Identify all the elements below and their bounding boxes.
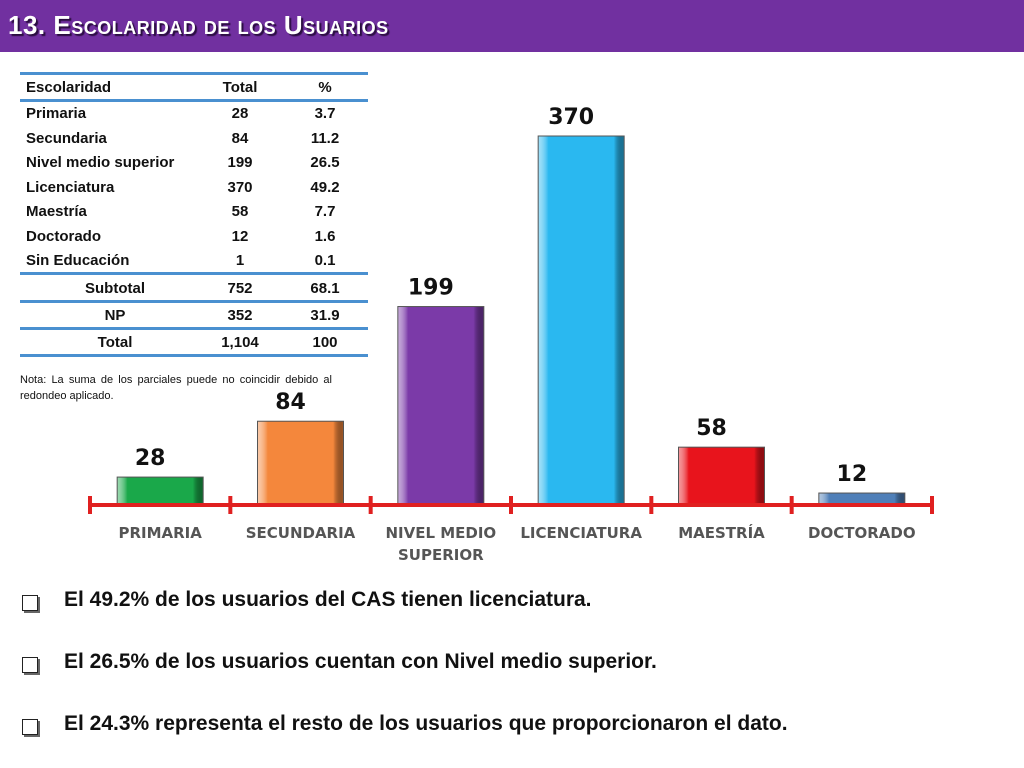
table-cell-total: 1 xyxy=(235,252,245,269)
table-rule-header xyxy=(20,99,368,102)
bullet-text: El 24.3% representa el resto de los usua… xyxy=(64,712,788,735)
table-cell-label: Doctorado xyxy=(26,228,101,245)
bar-value-label: 370 xyxy=(548,105,594,130)
table-cell-total: 370 xyxy=(227,179,253,196)
table-cell-label: Maestría xyxy=(26,203,87,220)
table-cell-percent: 26.5 xyxy=(310,154,340,171)
bullet-item: El 49.2% de los usuarios del CAS tienen … xyxy=(22,586,1012,622)
table-cell-percent: 49.2 xyxy=(310,179,340,196)
bullet-text: El 49.2% de los usuarios del CAS tienen … xyxy=(64,588,592,611)
checkbox-bullet-icon xyxy=(22,719,38,735)
category-tick-label: SECUNDARIA xyxy=(246,524,356,542)
table-header-row: Escolaridad Total % xyxy=(20,75,368,99)
table-cell-label: Licenciatura xyxy=(26,179,115,196)
bar-sheen-5 xyxy=(678,446,765,506)
table-summary-row: Total 1,104 100 xyxy=(20,330,368,354)
category-tick-label: DOCTORADO xyxy=(808,524,916,542)
bar-value-label: 28 xyxy=(135,446,166,471)
table-summary-row: NP 352 31.9 xyxy=(20,303,368,327)
table-cell-total: 352 xyxy=(227,307,253,324)
table-cell-percent: 31.9 xyxy=(310,307,340,324)
table-cell-total: 28 xyxy=(231,105,249,122)
table-header-total: Total xyxy=(222,79,258,96)
bullet-item: El 26.5% de los usuarios cuentan con Niv… xyxy=(22,648,1012,684)
table-cell-total: 752 xyxy=(227,280,253,297)
bar-sheen-4 xyxy=(537,135,625,506)
table-rule-body xyxy=(20,272,368,275)
table-header-percent: % xyxy=(318,79,332,96)
table-row: Nivel medio superior 199 26.5 xyxy=(20,150,368,174)
table-summary-row: Subtotal 752 68.1 xyxy=(20,276,368,300)
bullet-item: El 24.3% representa el resto de los usua… xyxy=(22,710,1012,746)
table-cell-total: 1,104 xyxy=(221,334,259,351)
table-cell-total: 12 xyxy=(231,228,249,245)
table-cell-label: Primaria xyxy=(26,105,87,122)
category-tick-label: PRIMARIA xyxy=(118,524,202,542)
category-tick-label: MAESTRÍA xyxy=(678,523,765,542)
bar-sheen-3 xyxy=(397,306,485,506)
escolaridad-bar-chart: 28 PRIMARIA 84 SECUNDARIA 199 NIVEL MEDIO SUPE… xyxy=(88,105,934,564)
page-title: 13. Escolaridad de los Usuarios xyxy=(8,10,389,40)
bar-value-label: 84 xyxy=(275,390,306,415)
bar-sheen-2 xyxy=(257,420,344,506)
table-cell-percent: 0.1 xyxy=(314,252,336,269)
table-cell-total: 58 xyxy=(231,203,249,220)
table-cell-total: 199 xyxy=(227,154,253,171)
table-row: Primaria 28 3.7 xyxy=(20,101,368,125)
table-cell-percent: 7.7 xyxy=(314,203,336,220)
table-header-escolaridad: Escolaridad xyxy=(26,79,112,96)
table-cell-percent: 1.6 xyxy=(314,228,336,245)
table-row: Licenciatura 370 49.2 xyxy=(20,175,368,199)
table-row: Maestría 58 7.7 xyxy=(20,199,368,223)
table-rule-np xyxy=(20,327,368,330)
table-rule-subtotal xyxy=(20,300,368,303)
bullet-text: El 26.5% de los usuarios cuentan con Niv… xyxy=(64,650,657,673)
category-tick-label: LICENCIATURA xyxy=(520,524,642,542)
checkbox-bullet-icon xyxy=(22,595,38,611)
table-cell-percent: 11.2 xyxy=(310,130,340,147)
table-cell-label: Subtotal xyxy=(85,280,145,297)
rounding-note: Nota: La suma de los parciales puede no … xyxy=(20,374,332,402)
category-tick-label: SUPERIOR xyxy=(398,546,484,564)
table-cell-label: Secundaria xyxy=(26,130,107,147)
table-cell-label: Nivel medio superior xyxy=(26,154,175,171)
table-row: Secundaria 84 11.2 xyxy=(20,126,368,150)
table-cell-percent: 3.7 xyxy=(314,105,336,122)
table-cell-label: Sin Educación xyxy=(26,252,130,269)
table-cell-percent: 68.1 xyxy=(310,280,340,297)
table-rule-bottom xyxy=(20,354,368,357)
table-row: Sin Educación 1 0.1 xyxy=(20,248,368,272)
table-row: Doctorado 12 1.6 xyxy=(20,224,368,248)
header-bar xyxy=(0,0,1024,52)
table-cell-label: NP xyxy=(104,307,126,324)
table-cell-total: 84 xyxy=(231,130,249,147)
table-cell-percent: 100 xyxy=(312,334,338,351)
bar-value-label: 58 xyxy=(696,416,727,441)
bar-value-label: 199 xyxy=(408,276,454,301)
checkbox-bullet-icon xyxy=(22,657,38,673)
table-cell-label: Total xyxy=(97,334,133,351)
category-tick-label: NIVEL MEDIO xyxy=(385,524,496,542)
table-rule-top xyxy=(20,72,368,75)
bar-sheen-1 xyxy=(116,476,204,506)
bar-value-label: 12 xyxy=(837,462,868,487)
